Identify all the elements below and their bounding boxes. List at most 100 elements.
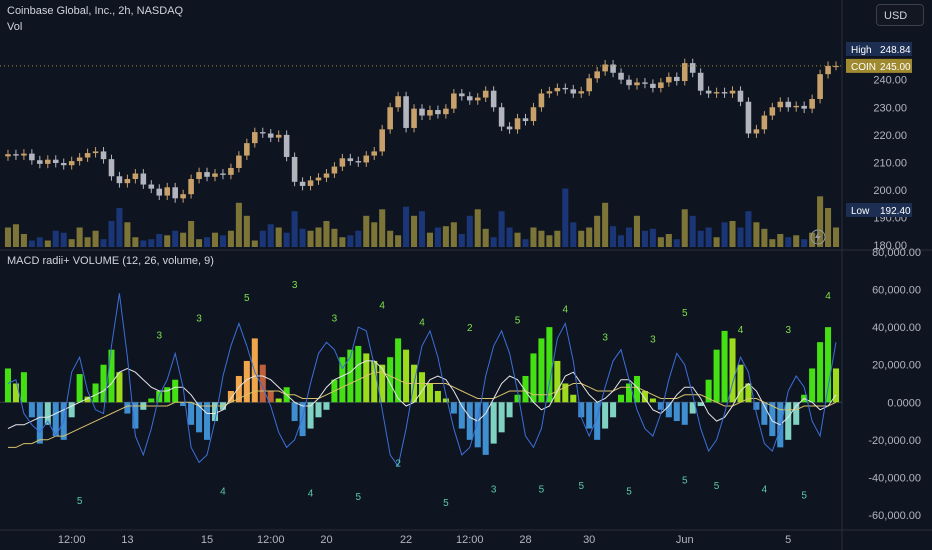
candle-body: [347, 158, 354, 162]
volume-bar: [291, 211, 298, 247]
candle-body: [586, 78, 592, 92]
histogram-bar: [618, 394, 625, 403]
volume-bar: [116, 208, 123, 247]
currency-button[interactable]: USD: [876, 4, 924, 26]
candle-body: [108, 159, 115, 177]
candle-body: [323, 173, 330, 178]
volume-bar: [4, 227, 12, 247]
candle-body: [594, 71, 600, 79]
volume-bar: [594, 215, 601, 247]
volume-bar: [76, 227, 83, 247]
candle-body: [634, 82, 640, 86]
candle-body: [658, 82, 664, 88]
histogram-bar: [307, 402, 314, 429]
volume-bar: [570, 222, 577, 247]
candle-body: [562, 87, 569, 90]
candle-body: [697, 72, 704, 91]
count-label: 5: [682, 475, 688, 486]
candle-body: [5, 154, 11, 157]
volume-legend: Vol: [7, 21, 23, 33]
volume-bar: [769, 239, 776, 247]
volume-bar: [554, 230, 561, 247]
histogram-bar: [729, 338, 736, 403]
volume-bar: [395, 235, 402, 247]
candle-body: [307, 180, 314, 186]
histogram-bar: [705, 379, 712, 403]
volume-bar: [673, 239, 680, 247]
candle-body: [164, 187, 171, 196]
histogram-bar: [76, 374, 83, 403]
candle-body: [554, 87, 561, 92]
histogram-bar: [737, 364, 744, 403]
volume-bar: [745, 211, 752, 247]
histogram-bar: [466, 402, 473, 440]
histogram-bar: [315, 402, 322, 418]
count-label: 4: [738, 325, 744, 336]
candle-body: [76, 157, 83, 162]
histogram-bar: [769, 402, 776, 437]
histogram-bar: [665, 402, 672, 418]
histogram-bar: [124, 402, 131, 414]
count-label: 5: [801, 490, 807, 501]
volume-bar: [657, 237, 664, 247]
volume-bar: [251, 240, 258, 247]
histogram-bar: [721, 330, 728, 403]
candle-body: [259, 132, 266, 134]
histogram-bar: [673, 402, 680, 422]
coin-badge-label-bg: [846, 58, 876, 73]
histogram-bar: [188, 402, 195, 425]
histogram-bar: [84, 396, 91, 403]
histogram-bar: [442, 398, 449, 403]
histogram-bar: [522, 375, 529, 403]
histogram-bar: [785, 402, 792, 440]
histogram-bar: [299, 402, 306, 437]
candle-body: [474, 97, 481, 101]
time-axis-tick: 15: [201, 534, 213, 546]
volume-bar: [737, 227, 744, 247]
volume-bar: [602, 202, 609, 247]
volume-bar: [546, 235, 553, 247]
time-axis-tick: Jun: [676, 534, 694, 546]
histogram-bar: [490, 402, 497, 444]
volume-bar: [132, 237, 139, 247]
candle-body: [570, 89, 577, 94]
histogram-bar: [108, 349, 115, 403]
count-label: 5: [443, 498, 449, 509]
high-badge-label-bg: [846, 42, 876, 56]
count-label: 5: [626, 487, 632, 498]
candle-body: [180, 194, 186, 199]
histogram-bar: [633, 375, 640, 403]
volume-bar: [458, 234, 465, 247]
candle-body: [411, 108, 417, 128]
candle-body: [721, 92, 728, 94]
candle-body: [315, 177, 322, 181]
time-axis-tick: 12:00: [58, 534, 86, 546]
volume-bar: [275, 227, 282, 247]
time-axis-tick: 12:00: [257, 534, 285, 546]
high-badge-label: High: [851, 45, 872, 56]
volume-bar: [267, 224, 274, 247]
histogram-bar: [275, 398, 282, 403]
count-label: 2: [467, 323, 473, 334]
count-label: 4: [308, 488, 314, 499]
count-label: 5: [244, 293, 250, 304]
time-axis-tick: 20: [320, 534, 332, 546]
candle-body: [673, 76, 680, 82]
count-label: 4: [419, 318, 425, 329]
histogram-bar: [132, 402, 139, 429]
candle-body: [530, 107, 537, 122]
volume-bar: [641, 230, 648, 247]
coin-badge-value-bg: [876, 58, 912, 73]
volume-bar: [618, 235, 625, 247]
histogram-bar: [235, 375, 242, 403]
candle-body: [403, 96, 409, 128]
histogram-bar: [355, 345, 362, 403]
price-axis-tick: 200.00: [873, 185, 907, 197]
candle-body: [753, 129, 760, 134]
volume-bar: [411, 215, 418, 247]
histogram-bar: [713, 349, 720, 403]
time-axis-tick: 12:00: [456, 534, 484, 546]
time-axis-tick: 30: [583, 534, 595, 546]
histogram-bar: [403, 349, 410, 403]
macd-line: [7, 293, 837, 468]
